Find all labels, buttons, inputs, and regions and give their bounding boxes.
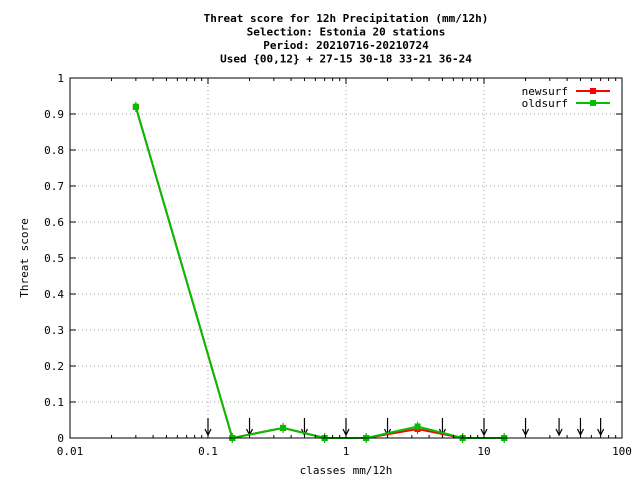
y-tick-label: 0.4 — [44, 288, 64, 301]
class-limit-arrow — [597, 418, 605, 437]
y-tick-label: 0.8 — [44, 144, 64, 157]
x-tick-label: 0.1 — [198, 445, 218, 458]
y-tick-label: 1 — [57, 72, 64, 85]
class-limit-arrow — [576, 418, 584, 437]
y-tick-label: 0 — [57, 432, 64, 445]
series-line-newsurf — [134, 106, 505, 440]
series-line-oldsurf — [134, 106, 505, 440]
y-tick-label: 0.5 — [44, 252, 64, 265]
chart-title: Threat score for 12h Precipitation (mm/1… — [204, 12, 489, 66]
class-limit-arrow — [246, 418, 254, 437]
legend-label: oldsurf — [522, 97, 568, 110]
y-tick-label: 0.7 — [44, 180, 64, 193]
title-line: Period: 20210716-20210724 — [263, 39, 429, 52]
title-line: Threat score for 12h Precipitation (mm/1… — [204, 12, 489, 25]
x-tick-label: 1 — [343, 445, 350, 458]
class-limit-arrow — [522, 418, 530, 437]
axis-ticks: 0 0.1 0.2 0.3 0.4 0.5 0.6 0.7 0.8 0.9 1 0.01 0.1 1 10 1… — [44, 72, 632, 458]
class-limit-arrow — [555, 418, 563, 437]
x-tick-label: 0.01 — [57, 445, 84, 458]
y-tick-label: 0.1 — [44, 396, 64, 409]
legend-label: newsurf — [522, 85, 568, 98]
y-tick-label: 0.6 — [44, 216, 64, 229]
grid — [70, 78, 622, 438]
x-tick-label: 10 — [477, 445, 490, 458]
title-line: Selection: Estonia 20 stations — [247, 26, 446, 39]
series-group — [132, 101, 508, 443]
y-axis-label: Threat score — [18, 218, 31, 297]
y-tick-label: 0.3 — [44, 324, 64, 337]
legend-marker-newsurf — [590, 88, 596, 94]
x-axis-label: classes mm/12h — [300, 464, 393, 477]
legend-marker-oldsurf — [590, 100, 596, 106]
x-tick-label: 100 — [612, 445, 632, 458]
y-tick-label: 0.2 — [44, 360, 64, 373]
title-line: Used {00,12} + 27-15 30-18 33-21 36-24 — [220, 53, 472, 66]
y-tick-label: 0.9 — [44, 108, 64, 121]
